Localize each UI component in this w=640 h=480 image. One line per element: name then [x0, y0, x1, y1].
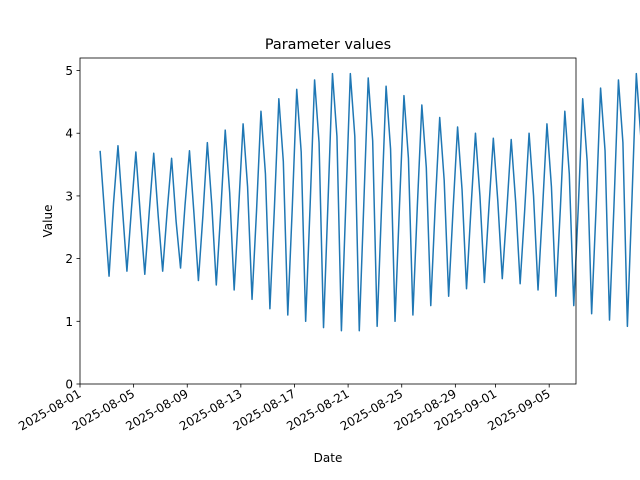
y-tick-label: 2 [65, 252, 73, 266]
x-axis-title: Date [314, 451, 343, 465]
y-tick-label: 4 [65, 127, 73, 141]
y-tick-label: 3 [65, 189, 73, 203]
y-tick-label: 1 [65, 315, 73, 329]
plot-frame [79, 57, 577, 385]
y-tick-label: 5 [65, 64, 73, 78]
y-tick-label: 0 [65, 378, 73, 392]
chart-title: Parameter values [265, 37, 391, 53]
y-axis-title: Value [41, 205, 55, 238]
series-line [99, 72, 640, 332]
y-axis: 0 1 2 3 4 5 [65, 64, 80, 392]
